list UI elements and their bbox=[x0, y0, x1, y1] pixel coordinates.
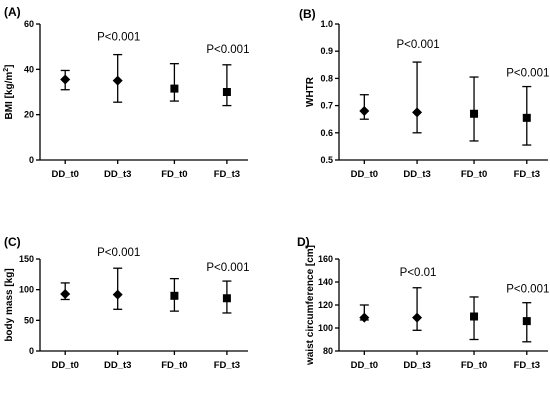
y-axis-title: BMI [kg/m2] bbox=[3, 64, 15, 119]
y-tick-label: 1.0 bbox=[320, 19, 333, 29]
p-value-annotation: P<0.001 bbox=[97, 32, 140, 44]
x-tick-label: FD_t3 bbox=[214, 360, 240, 371]
y-tick-label: 120 bbox=[318, 300, 333, 310]
data-point-square bbox=[522, 317, 531, 326]
data-point-diamond bbox=[359, 312, 370, 323]
chart-panel-2: (B) 0.5 0.6 0.7 0.8 0.9 1.0 WHTR DD_t0 DD_t3 FD_t0… bbox=[299, 7, 549, 180]
p-value-annotation: P<0.001 bbox=[206, 44, 249, 56]
data-point-square bbox=[170, 291, 179, 300]
data-point-diamond bbox=[112, 75, 123, 86]
y-tick-label: 20 bbox=[24, 110, 34, 120]
data-point-square bbox=[470, 312, 479, 321]
y-tick-label: 160 bbox=[318, 254, 333, 264]
y-axis-title: body mass [kg] bbox=[4, 268, 15, 341]
x-tick-label: DD_t3 bbox=[104, 360, 131, 371]
data-point-diamond bbox=[60, 74, 71, 85]
panel-label: D) bbox=[297, 235, 310, 249]
y-tick-label: 0 bbox=[29, 346, 34, 356]
data-point-diamond bbox=[112, 289, 123, 300]
x-tick-label: DD_t3 bbox=[104, 169, 131, 180]
data-point-diamond bbox=[60, 288, 71, 299]
panel-label: (A) bbox=[4, 5, 21, 19]
data-point-diamond bbox=[412, 312, 423, 323]
x-tick-label: FD_t3 bbox=[514, 360, 540, 371]
y-tick-label: 50 bbox=[24, 315, 34, 325]
x-tick-label: FD_t0 bbox=[461, 360, 487, 371]
x-tick-label: FD_t0 bbox=[461, 169, 487, 180]
x-tick-label: FD_t3 bbox=[214, 169, 240, 180]
x-tick-label: DD_t3 bbox=[403, 169, 430, 180]
y-tick-label: 0 bbox=[29, 155, 34, 165]
x-tick-label: DD_t0 bbox=[51, 360, 78, 371]
data-point-square bbox=[222, 294, 231, 303]
x-tick-label: FD_t3 bbox=[514, 169, 540, 180]
y-tick-label: 40 bbox=[24, 64, 34, 74]
y-tick-label: 150 bbox=[19, 254, 34, 264]
y-tick-label: 0.6 bbox=[320, 128, 333, 138]
y-tick-label: 100 bbox=[318, 323, 333, 333]
data-point-diamond bbox=[359, 106, 370, 117]
panel-label: (B) bbox=[299, 7, 316, 21]
y-tick-label: 80 bbox=[323, 346, 333, 356]
y-axis-title: WHTR bbox=[305, 76, 316, 107]
x-tick-label: FD_t0 bbox=[161, 360, 187, 371]
x-tick-label: FD_t0 bbox=[161, 169, 187, 180]
p-value-annotation: P<0.01 bbox=[400, 267, 437, 279]
data-point-square bbox=[470, 109, 479, 118]
x-tick-label: DD_t0 bbox=[51, 169, 78, 180]
x-tick-label: DD_t0 bbox=[351, 360, 378, 371]
data-point-square bbox=[522, 113, 531, 122]
y-tick-label: 0.9 bbox=[320, 46, 333, 56]
x-tick-label: DD_t3 bbox=[403, 360, 430, 371]
y-tick-label: 100 bbox=[19, 285, 34, 295]
y-tick-label: 0.8 bbox=[320, 73, 333, 83]
y-tick-label: 140 bbox=[318, 277, 333, 287]
data-point-square bbox=[170, 84, 179, 93]
p-value-annotation: P<0.001 bbox=[396, 39, 439, 51]
chart-panel-1: (A) 0 20 40 60 BMI [kg/m2] DD_t0 DD_t3 FD_t0 FD_t… bbox=[3, 5, 249, 180]
chart-panel-3: (C) 0 50 100 150 body mass [kg] DD_t0 DD_t3 FD_t… bbox=[4, 235, 249, 371]
p-value-annotation: P<0.001 bbox=[506, 284, 549, 296]
data-point-diamond bbox=[412, 107, 423, 118]
y-tick-label: 0.5 bbox=[320, 155, 333, 165]
y-tick-label: 0.7 bbox=[320, 101, 333, 111]
y-tick-label: 60 bbox=[24, 19, 34, 29]
x-tick-label: DD_t0 bbox=[351, 169, 378, 180]
p-value-annotation: P<0.001 bbox=[506, 68, 549, 80]
y-axis-title: waist circumference [cm] bbox=[305, 245, 316, 366]
p-value-annotation: P<0.001 bbox=[97, 247, 140, 259]
panel-label: (C) bbox=[4, 235, 21, 249]
p-value-annotation: P<0.001 bbox=[206, 262, 249, 274]
data-point-square bbox=[222, 88, 231, 96]
